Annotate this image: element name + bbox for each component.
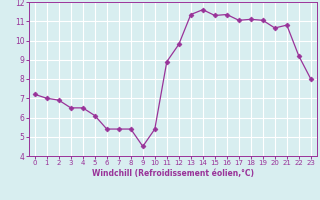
X-axis label: Windchill (Refroidissement éolien,°C): Windchill (Refroidissement éolien,°C) bbox=[92, 169, 254, 178]
